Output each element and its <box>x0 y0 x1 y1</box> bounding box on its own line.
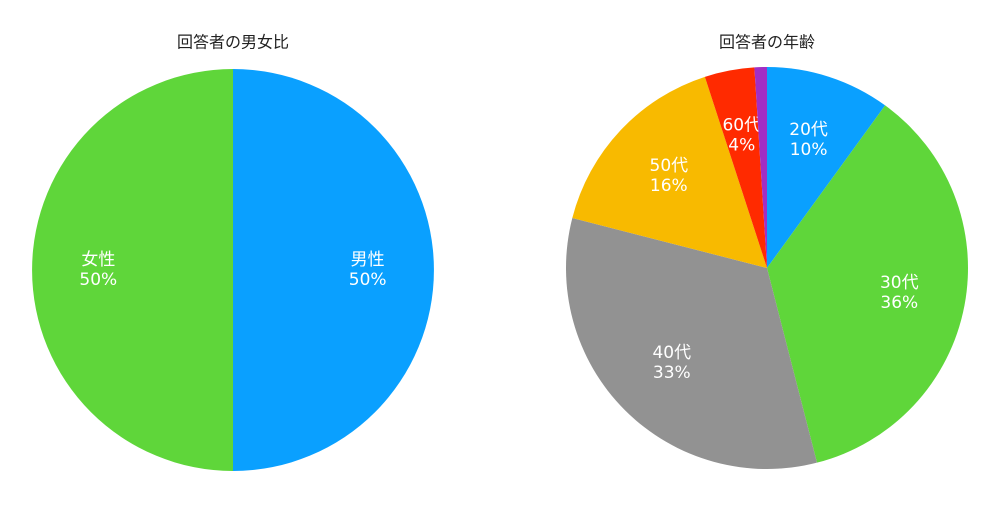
slice-label: 50代 <box>650 156 689 176</box>
pie-slice <box>233 69 434 471</box>
pie-slice <box>572 76 767 268</box>
pie-slice <box>32 69 233 471</box>
chart-title: 回答者の年齢 <box>719 33 815 52</box>
slice-label: 30代 <box>880 273 919 293</box>
pie-slice <box>767 105 968 463</box>
slice-label: 60代 <box>722 116 761 136</box>
slice-value: 4% <box>728 136 755 156</box>
slice-value: 16% <box>650 176 688 196</box>
slice-label: 40代 <box>652 343 691 363</box>
slice-label: 男性 <box>351 250 385 270</box>
slice-value: 10% <box>790 140 828 160</box>
slice-value: 50% <box>349 270 387 290</box>
pie-slice <box>754 67 767 268</box>
slice-value: 50% <box>79 270 117 290</box>
slice-label: 女性 <box>81 250 115 270</box>
pie-slice <box>704 67 767 268</box>
slice-label: 20代 <box>789 120 828 140</box>
pie-slice <box>566 218 817 469</box>
slice-value: 33% <box>653 363 691 383</box>
chart-title: 回答者の男女比 <box>177 33 289 52</box>
pie-slice <box>767 67 886 268</box>
slice-value: 36% <box>880 293 918 313</box>
